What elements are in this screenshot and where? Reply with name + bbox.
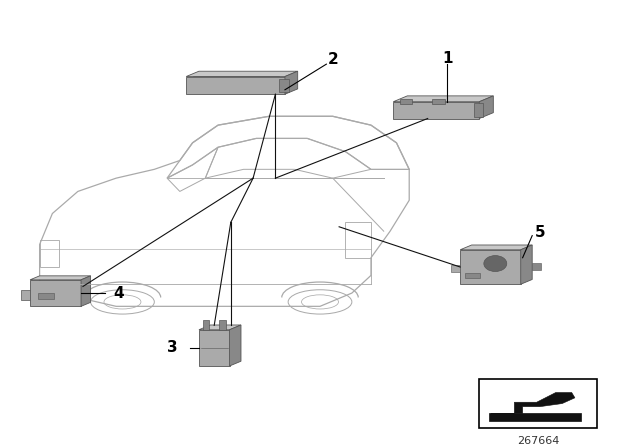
Text: 5: 5 — [534, 224, 545, 240]
Polygon shape — [479, 96, 493, 119]
Polygon shape — [30, 280, 81, 306]
Bar — [451, 265, 460, 272]
Text: 4: 4 — [113, 285, 124, 301]
Text: 1: 1 — [442, 52, 452, 66]
Polygon shape — [285, 71, 298, 94]
Bar — [465, 273, 480, 278]
Bar — [220, 320, 226, 330]
Polygon shape — [394, 102, 479, 119]
Polygon shape — [460, 245, 532, 250]
Bar — [399, 99, 412, 104]
Bar — [278, 79, 289, 91]
Bar — [38, 293, 54, 299]
Bar — [479, 379, 597, 428]
Bar — [40, 240, 59, 267]
Bar — [489, 414, 581, 421]
Polygon shape — [186, 71, 298, 77]
Bar — [346, 222, 371, 258]
Polygon shape — [491, 392, 575, 414]
Polygon shape — [199, 330, 230, 366]
Text: 3: 3 — [166, 340, 177, 355]
Text: 2: 2 — [328, 52, 338, 67]
Polygon shape — [199, 325, 241, 330]
Bar — [532, 263, 541, 270]
Bar — [432, 99, 445, 104]
Polygon shape — [81, 276, 91, 306]
Polygon shape — [186, 77, 285, 94]
Polygon shape — [30, 276, 91, 280]
Polygon shape — [460, 250, 521, 284]
Bar — [21, 290, 30, 300]
Circle shape — [484, 256, 507, 271]
Text: 267664: 267664 — [517, 436, 559, 446]
Bar — [474, 103, 483, 117]
Bar — [203, 320, 209, 330]
Polygon shape — [394, 96, 493, 102]
Polygon shape — [230, 325, 241, 366]
Polygon shape — [521, 245, 532, 284]
